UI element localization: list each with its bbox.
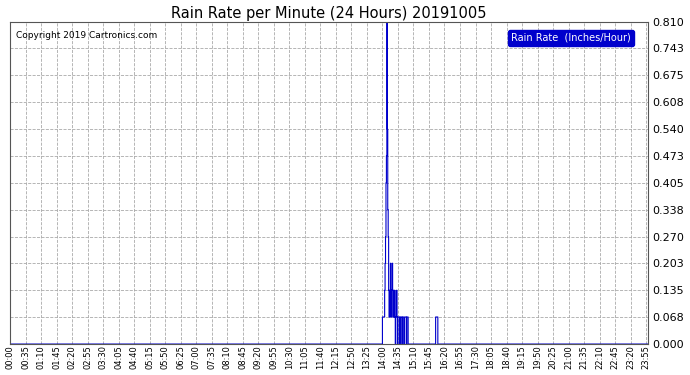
Title: Rain Rate per Minute (24 Hours) 20191005: Rain Rate per Minute (24 Hours) 20191005 [172, 6, 487, 21]
Legend: Rain Rate  (Inches/Hour): Rain Rate (Inches/Hour) [509, 30, 634, 46]
Text: Copyright 2019 Cartronics.com: Copyright 2019 Cartronics.com [17, 32, 158, 40]
